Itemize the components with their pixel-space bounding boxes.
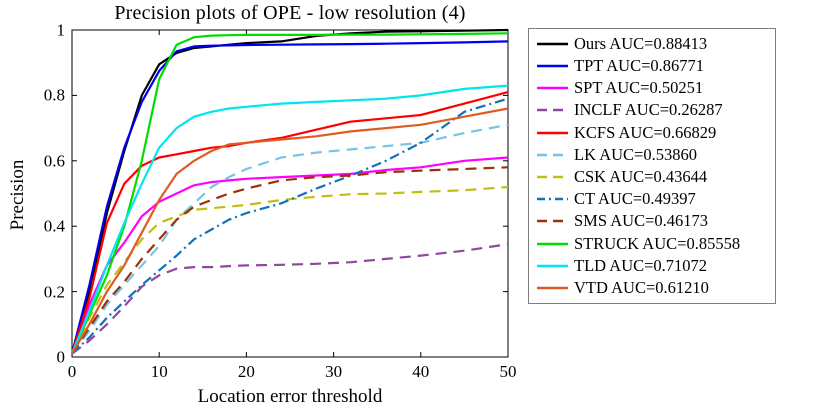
legend-box: Ours AUC=0.88413 TPT AUC=0.86771 SPT AUC=0… — [528, 28, 776, 304]
legend-line-sample — [537, 109, 568, 112]
series-line-vtd — [71, 107, 509, 355]
series-line-ct — [71, 97, 509, 355]
y-tick-label: 0.8 — [43, 85, 65, 105]
x-tick-label: 20 — [237, 362, 255, 381]
legend-line-sample — [537, 286, 568, 290]
legend-label: VTD AUC=0.61210 — [574, 278, 709, 298]
x-tick-label: 0 — [67, 362, 77, 381]
legend-item-lk: LK AUC=0.53860 — [529, 144, 775, 165]
chart-title: Precision plots of OPE - low resolution … — [114, 2, 466, 24]
series-line-spt — [70, 156, 509, 355]
x-tick-label: 10 — [150, 362, 168, 381]
legend-item-struck: STRUCK AUC=0.85558 — [529, 233, 775, 254]
y-axis-label: Precision — [7, 159, 28, 231]
y-tick-label: 0.2 — [43, 282, 65, 302]
legend-label: STRUCK AUC=0.85558 — [574, 233, 741, 253]
legend-item-tld: TLD AUC=0.71072 — [529, 255, 775, 276]
series-line-lk — [71, 123, 509, 355]
x-tick-label: 40 — [412, 362, 430, 381]
legend-item-vtd: VTD AUC=0.61210 — [529, 278, 775, 299]
y-tick-label: 1 — [56, 20, 66, 40]
series-line-csk — [71, 185, 509, 355]
legend-item-ct: CT AUC=0.49397 — [529, 189, 775, 210]
legend-line-sample — [537, 220, 568, 223]
legend-label: CSK AUC=0.43644 — [574, 167, 708, 187]
series-line-inclf — [71, 243, 509, 355]
legend-item-spt: SPT AUC=0.50251 — [529, 78, 775, 99]
axes-box — [71, 29, 509, 358]
legend-label: SMS AUC=0.46173 — [574, 211, 709, 231]
legend-item-sms: SMS AUC=0.46173 — [529, 211, 775, 232]
legend-line-sample — [537, 242, 568, 245]
legend-label: KCFS AUC=0.66829 — [574, 122, 717, 142]
legend-item-ours: Ours AUC=0.88413 — [529, 33, 775, 54]
series-line-sms — [71, 166, 509, 355]
legend-line-sample — [537, 64, 568, 68]
series-line-struck — [70, 32, 509, 355]
y-tick-label: 0 — [56, 347, 66, 367]
legend-line-sample — [537, 198, 568, 201]
x-tick-label: 50 — [499, 362, 517, 381]
legend-item-csk: CSK AUC=0.43644 — [529, 167, 775, 188]
legend-line-sample — [537, 153, 568, 157]
legend-line-sample — [537, 175, 568, 179]
legend-item-tpt: TPT AUC=0.86771 — [529, 55, 775, 76]
legend-label: TLD AUC=0.71072 — [574, 255, 708, 275]
legend-line-sample — [537, 131, 568, 134]
legend-item-inclf: INCLF AUC=0.26287 — [529, 100, 775, 121]
series-line-tpt — [70, 40, 509, 354]
legend-line-sample — [537, 42, 568, 45]
legend-line-sample — [537, 264, 568, 268]
legend-line-sample — [537, 86, 568, 90]
legend-label: Ours AUC=0.88413 — [574, 33, 708, 53]
legend-label: LK AUC=0.53860 — [574, 144, 697, 164]
y-tick-label: 0.6 — [43, 151, 65, 171]
legend-item-kcfs: KCFS AUC=0.66829 — [529, 122, 775, 143]
x-tick-label: 30 — [325, 362, 343, 381]
legend-label: CT AUC=0.49397 — [574, 189, 696, 209]
legend-label: TPT AUC=0.86771 — [574, 55, 705, 75]
legend-label: SPT AUC=0.50251 — [574, 78, 704, 98]
legend-label: INCLF AUC=0.26287 — [574, 100, 723, 120]
y-tick-label: 0.4 — [43, 216, 65, 236]
series-line-tld — [70, 84, 509, 355]
x-axis-label: Location error threshold — [197, 386, 383, 407]
